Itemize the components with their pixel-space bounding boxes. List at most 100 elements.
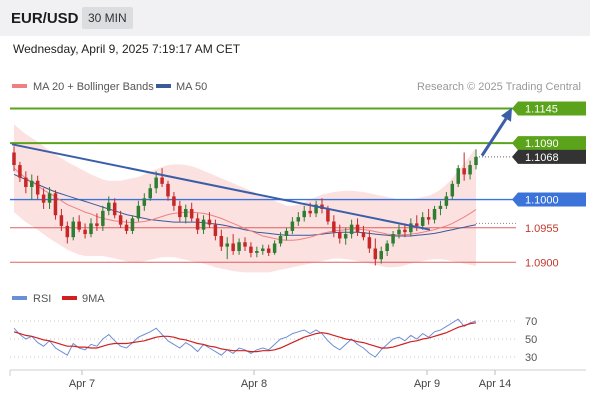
candle-body xyxy=(379,251,383,260)
candle-body xyxy=(272,243,277,253)
candle-body xyxy=(53,193,58,216)
rsi-ma-legend-swatch xyxy=(62,296,77,300)
candle-body xyxy=(47,193,52,203)
rsi-tick-label: 50 xyxy=(525,334,537,346)
candle-body xyxy=(373,248,378,260)
candle xyxy=(172,192,176,211)
candle xyxy=(314,200,318,218)
candle xyxy=(349,219,354,239)
candle xyxy=(338,224,342,244)
candle xyxy=(444,192,449,209)
candle-body xyxy=(195,218,200,230)
candle xyxy=(302,205,306,222)
candle-body xyxy=(302,210,306,218)
candle-body xyxy=(296,217,301,222)
candle-body xyxy=(462,168,466,175)
candle-body xyxy=(266,248,271,253)
candle-body xyxy=(89,223,93,235)
candle-body xyxy=(35,180,40,195)
candle xyxy=(142,193,147,211)
candle xyxy=(65,221,70,244)
candle xyxy=(415,215,419,231)
candle-body xyxy=(444,196,449,206)
candle xyxy=(438,200,443,216)
candle-body xyxy=(59,215,64,226)
candle xyxy=(332,215,336,238)
candle-body xyxy=(432,208,437,220)
ma50-legend-label: MA 50 xyxy=(176,81,207,93)
timeframe-button[interactable]: 30 MIN xyxy=(82,7,133,29)
candle xyxy=(77,215,81,233)
candle xyxy=(450,180,455,200)
candle xyxy=(71,217,75,241)
candle xyxy=(343,227,348,245)
candle xyxy=(261,244,265,255)
candle-body xyxy=(361,232,366,238)
candle-body xyxy=(326,208,330,222)
candle-body xyxy=(403,229,407,233)
projection-arrow-shaft xyxy=(480,117,508,157)
candle-body xyxy=(409,223,413,233)
candle-body xyxy=(385,243,389,252)
candle xyxy=(385,240,389,257)
level-tag-resistance xyxy=(512,101,586,116)
candle xyxy=(272,240,277,255)
candle-body xyxy=(314,204,318,214)
candle xyxy=(420,212,425,230)
candle-body xyxy=(261,248,265,252)
candle-body xyxy=(438,205,443,209)
candle-body xyxy=(24,177,28,187)
candle-body xyxy=(343,234,348,239)
candle-body xyxy=(124,224,129,231)
candle xyxy=(107,196,111,216)
candle xyxy=(195,213,200,235)
candle-body xyxy=(308,210,312,214)
candle xyxy=(474,149,478,170)
candle-body xyxy=(213,224,218,236)
candle-body xyxy=(243,242,247,247)
candle-body xyxy=(255,251,259,253)
level-label-current: 1.1068 xyxy=(525,152,559,164)
candle xyxy=(201,215,206,235)
candle-body xyxy=(468,165,472,175)
candle-body xyxy=(154,177,158,189)
candle-body xyxy=(237,242,241,252)
candle xyxy=(361,225,366,241)
candle-body xyxy=(201,219,206,230)
candle xyxy=(166,180,170,201)
level-label-resistance: 1.1145 xyxy=(525,104,558,116)
candle xyxy=(213,219,218,241)
candle xyxy=(41,188,46,209)
candle-body xyxy=(107,202,111,211)
x-tick-label: Apr 9 xyxy=(414,378,440,390)
candle-body xyxy=(332,221,336,233)
candle xyxy=(184,204,188,224)
candle-body xyxy=(207,219,212,225)
candle-body xyxy=(249,246,253,253)
candle-body xyxy=(391,234,395,244)
level-label-pivot: 1.1000 xyxy=(525,195,559,207)
candle xyxy=(18,161,22,182)
candle xyxy=(403,223,407,238)
ma20-legend-swatch xyxy=(12,84,27,88)
candle-body xyxy=(30,180,34,187)
x-tick-label: Apr 8 xyxy=(241,378,267,390)
candle xyxy=(160,168,164,187)
candle xyxy=(249,242,253,258)
level-label-resistance: 1.1090 xyxy=(525,138,559,150)
candle-body xyxy=(65,225,70,238)
candle-body xyxy=(290,221,295,231)
candle-body xyxy=(184,208,188,218)
rsi-tick-label: 70 xyxy=(525,316,537,328)
rsi-legend-label: RSI xyxy=(33,293,51,305)
candle xyxy=(255,246,259,258)
candle xyxy=(266,244,271,257)
bollinger-band-area xyxy=(14,124,476,273)
candle xyxy=(231,234,235,255)
candle-body xyxy=(172,196,176,206)
candle xyxy=(148,183,152,201)
rsi-legend-swatch xyxy=(12,296,27,300)
candle xyxy=(284,227,289,241)
candle xyxy=(409,218,413,236)
candle-body xyxy=(118,215,123,225)
